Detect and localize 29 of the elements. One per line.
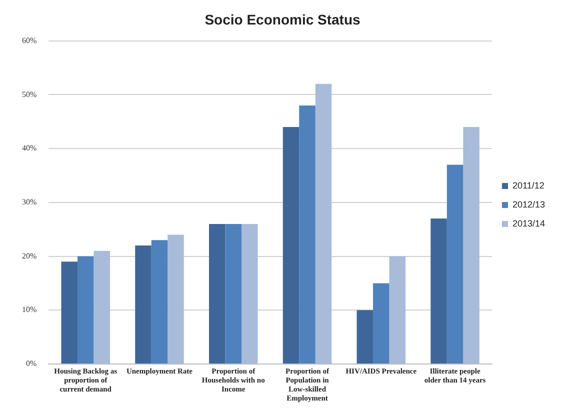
legend-label: 2013/14: [512, 218, 546, 228]
chart-title: Socio Economic Status: [204, 11, 361, 28]
bar: [446, 164, 464, 364]
bar: [151, 240, 168, 364]
bar: [77, 256, 94, 364]
bar: [315, 84, 332, 364]
bar: [389, 256, 406, 364]
bar: [61, 262, 78, 364]
y-tick-label: 20%: [22, 251, 37, 260]
bar: [135, 245, 152, 364]
legend-label: 2012/13: [512, 199, 546, 210]
bar: [373, 283, 390, 364]
bar: [356, 310, 374, 364]
bar: [299, 105, 316, 364]
y-tick-label: 30%: [22, 197, 37, 206]
y-tick-label: 10%: [22, 305, 37, 314]
y-tick-label: 40%: [22, 144, 37, 153]
y-tick-label: 60%: [22, 36, 37, 45]
bar: [225, 224, 242, 364]
bar: [168, 234, 184, 364]
bar: [208, 224, 226, 364]
bar: [282, 126, 300, 364]
bar: [430, 218, 447, 364]
bar: [94, 250, 110, 364]
legend-label: 2011/12: [512, 180, 544, 190]
y-tick-label: 0%: [26, 359, 37, 368]
bar: [242, 224, 258, 364]
bar: [463, 126, 480, 364]
y-tick-label: 50%: [22, 90, 37, 99]
